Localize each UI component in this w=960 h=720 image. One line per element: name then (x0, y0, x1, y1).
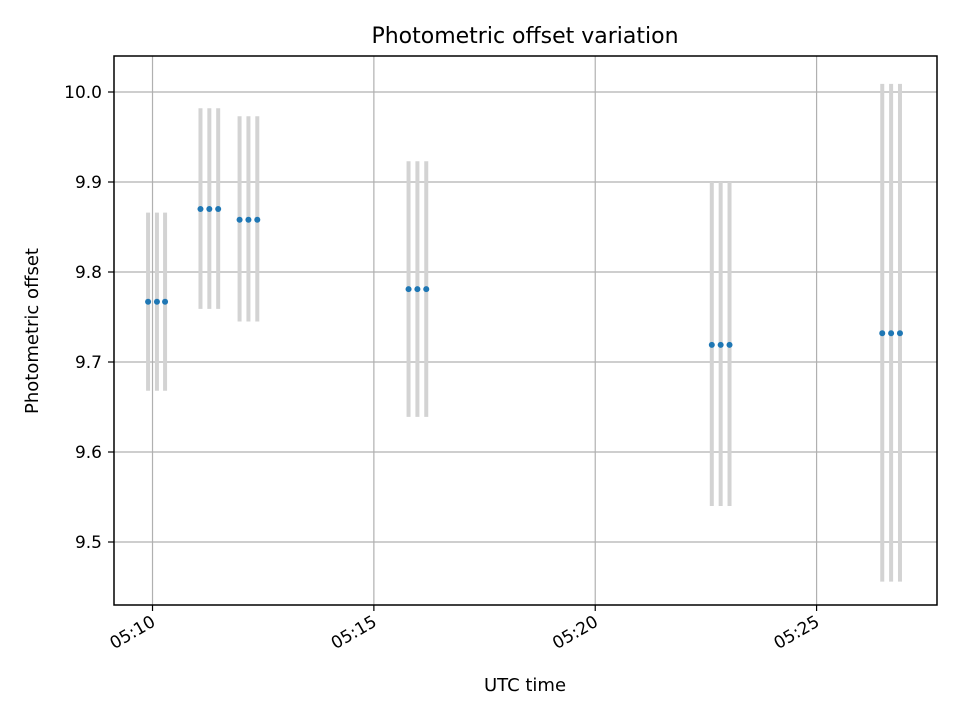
data-point (896, 330, 903, 337)
data-points (145, 206, 903, 348)
y-tick-label: 9.7 (75, 353, 102, 373)
grid (114, 56, 937, 605)
data-point (236, 216, 243, 223)
data-point (153, 298, 160, 305)
data-point (145, 298, 152, 305)
error-bars (146, 83, 902, 582)
data-point (215, 206, 222, 212)
x-tick-label: 05:15 (328, 612, 380, 654)
data-point (708, 341, 715, 348)
data-point (423, 286, 430, 293)
y-axis-ticks: 9.5 9.6 9.7 9.8 9.9 10.0 (64, 83, 114, 553)
data-point (245, 216, 252, 223)
y-tick-label: 10.0 (64, 83, 102, 103)
data-point (888, 330, 895, 337)
data-point (405, 286, 412, 293)
y-tick-label: 9.6 (75, 443, 102, 463)
x-tick-label: 05:10 (107, 612, 159, 654)
data-point (717, 341, 724, 348)
y-axis-label: Photometric offset (22, 248, 43, 414)
y-tick-label: 9.5 (75, 533, 102, 553)
data-point (414, 286, 421, 293)
data-point (197, 206, 204, 212)
data-point (879, 330, 886, 337)
x-axis-label: UTC time (484, 675, 566, 696)
y-tick-label: 9.8 (75, 263, 102, 283)
x-axis-ticks: 05:10 05:15 05:20 05:25 (107, 605, 823, 654)
y-tick-label: 9.9 (75, 173, 102, 193)
x-tick-label: 05:25 (771, 612, 823, 654)
data-point (162, 298, 169, 305)
data-point (254, 216, 261, 223)
chart-title: Photometric offset variation (371, 24, 678, 49)
data-point (726, 341, 733, 348)
data-point (206, 206, 213, 212)
x-tick-label: 05:20 (549, 612, 601, 654)
plot-frame (113, 55, 938, 606)
